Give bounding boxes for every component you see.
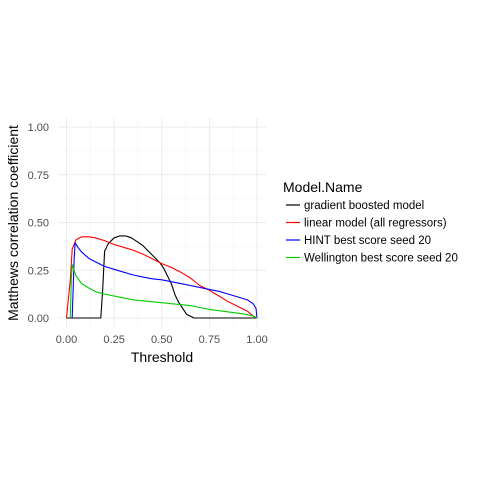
legend: Model.Name gradient boosted model linear …: [283, 179, 458, 265]
legend-label-linear-model-all-regressors: linear model (all regressors): [304, 218, 447, 230]
x-axis-ticks: 0.00 0.25 0.50 0.75 1.00: [56, 334, 268, 346]
y-axis-ticks: 0.00 0.25 0.50 0.75 1.00: [28, 122, 49, 325]
x-tick-label: 0.50: [151, 334, 172, 346]
legend-title: Model.Name: [283, 179, 363, 195]
y-tick-label: 0.75: [28, 170, 49, 182]
series-line-hint-best-score-seed-20: [71, 242, 258, 319]
y-axis-title: Matthews correlation coefficient: [5, 125, 21, 321]
x-tick-label: 0.25: [103, 334, 124, 346]
x-tick-label: 0.75: [199, 334, 220, 346]
y-tick-label: 0.50: [28, 218, 49, 230]
x-tick-label: 0.00: [56, 334, 77, 346]
legend-label-gradient-boosted-model: gradient boosted model: [304, 200, 424, 212]
legend-items: gradient boosted model linear model (all …: [286, 200, 458, 265]
x-tick-label: 1.00: [246, 334, 267, 346]
x-axis-title: Threshold: [131, 349, 193, 365]
y-tick-label: 0.00: [28, 313, 49, 325]
series-line-linear-model-all-regressors: [65, 236, 258, 319]
series-line-wellington-best-score-seed-20: [69, 263, 258, 319]
legend-label-hint-best-score-seed-20: HINT best score seed 20: [304, 235, 431, 247]
legend-label-wellington-best-score-seed-20: Wellington best score seed 20: [304, 253, 458, 265]
series-lines: [65, 235, 258, 319]
plot-grid: [58, 118, 266, 327]
series-line-gradient-boosted-model: [66, 235, 257, 319]
y-tick-label: 0.25: [28, 265, 49, 277]
y-tick-label: 1.00: [28, 122, 49, 134]
